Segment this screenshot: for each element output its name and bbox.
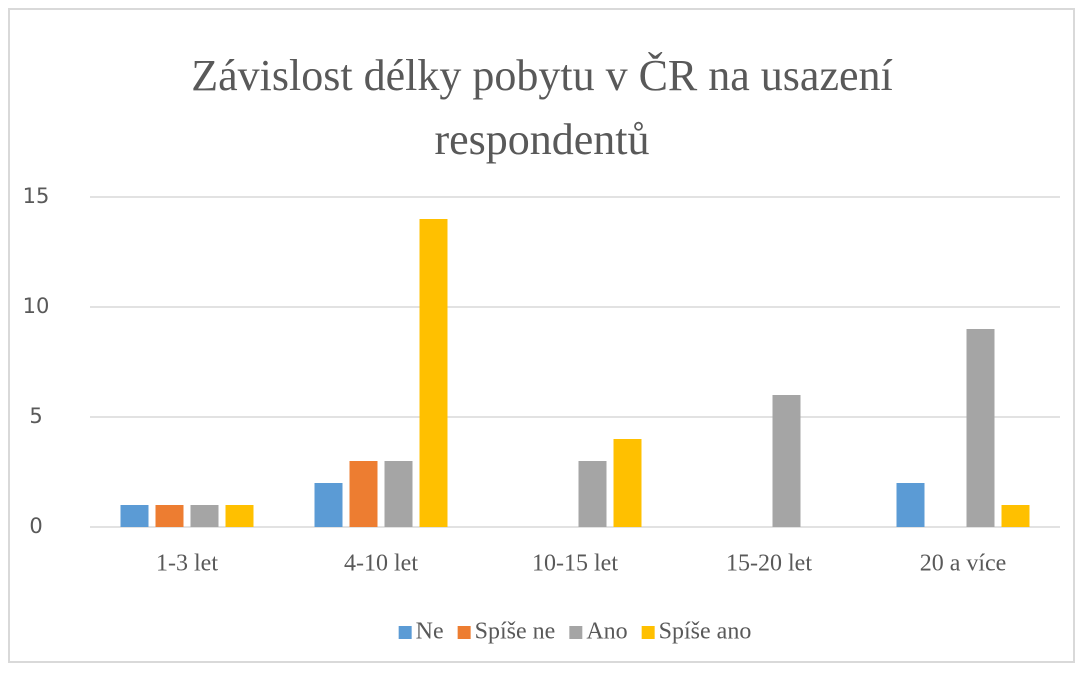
y-tick-label: 5: [29, 404, 42, 428]
bar: [349, 461, 378, 527]
legend-swatch: [398, 626, 412, 639]
y-tick-label: 10: [23, 294, 50, 318]
bar: [120, 505, 149, 527]
legend-swatch: [569, 626, 583, 639]
y-tick-label: 15: [23, 184, 50, 208]
bar: [772, 395, 801, 527]
legend-swatch: [457, 626, 471, 639]
chart-frame: [8, 8, 1075, 663]
bar: [314, 483, 343, 527]
y-tick-label: 0: [29, 514, 42, 538]
bar: [225, 505, 254, 527]
x-tick-label: 10-15 let: [532, 551, 618, 577]
x-tick-label: 15-20 let: [726, 551, 812, 577]
x-tick-label: 1-3 let: [156, 551, 218, 577]
legend-label: Ano: [586, 619, 627, 645]
bar: [613, 439, 642, 527]
bar: [419, 219, 448, 527]
chart-title: Závislost délky pobytu v ČR na usazení r…: [191, 51, 893, 164]
legend-swatch: [641, 626, 655, 639]
bar: [190, 505, 219, 527]
legend-label: Ne: [416, 619, 444, 645]
legend-label: Spíše ano: [659, 619, 752, 645]
x-tick-label: 4-10 let: [344, 551, 418, 577]
bar: [578, 461, 607, 527]
legend-label: Spíše ne: [475, 619, 556, 645]
bar: [966, 329, 995, 527]
bar: [1001, 505, 1030, 527]
x-tick-label: 20 a více: [920, 551, 1007, 577]
bar: [155, 505, 184, 527]
bar: [384, 461, 413, 527]
bar: [896, 483, 925, 527]
